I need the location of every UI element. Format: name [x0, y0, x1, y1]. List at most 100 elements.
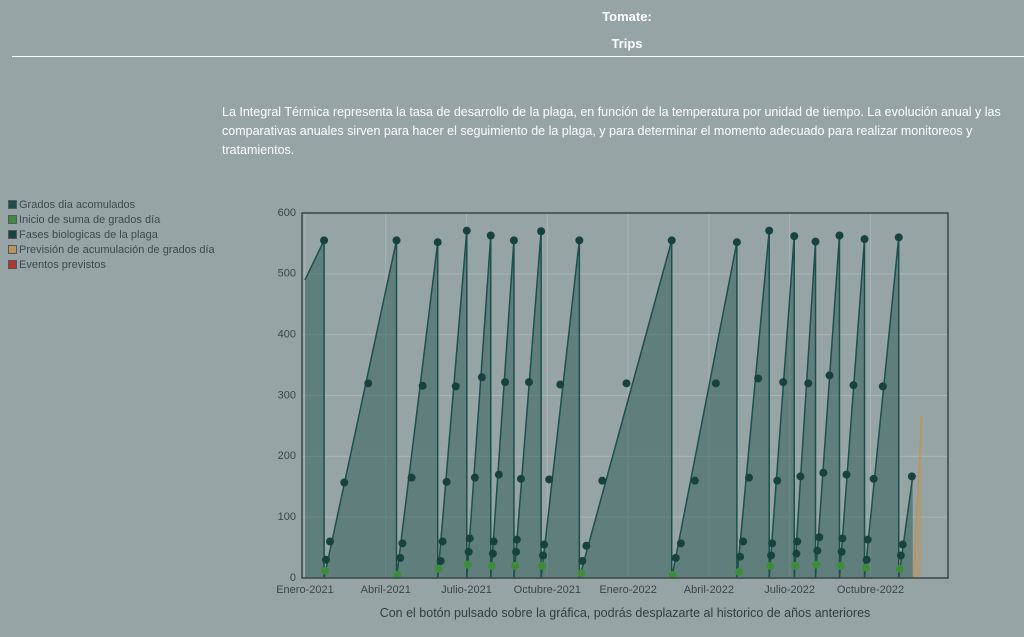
- point: [766, 561, 775, 570]
- point: [811, 237, 820, 246]
- line: [912, 415, 923, 579]
- point: [676, 539, 685, 548]
- point: [418, 381, 427, 390]
- legend-label: Fases biologicas de la plaga: [19, 229, 158, 241]
- point: [512, 547, 521, 556]
- legend-item[interactable]: Grados dia acomulados: [8, 198, 215, 213]
- point: [735, 567, 744, 576]
- point: [815, 533, 824, 542]
- point: [836, 561, 845, 570]
- x-tick-label: Octubre-2022: [837, 584, 904, 596]
- point: [736, 552, 745, 561]
- point: [768, 539, 777, 548]
- footnote: Con el botón pulsado sobre la gráfica, p…: [379, 606, 871, 620]
- legend-swatch: [8, 245, 17, 254]
- point: [837, 547, 846, 556]
- point: [494, 470, 503, 479]
- divider: [12, 56, 1024, 57]
- description: La Integral Térmica representa la tasa d…: [222, 105, 1001, 157]
- point: [790, 232, 799, 241]
- point: [863, 535, 872, 544]
- point: [540, 540, 549, 549]
- area: [304, 230, 913, 578]
- legend-swatch: [8, 260, 17, 269]
- point: [512, 535, 521, 544]
- point: [878, 382, 887, 391]
- legend-swatch: [8, 200, 17, 209]
- legend-item[interactable]: Inicio de suma de grados día: [8, 213, 215, 228]
- point: [842, 470, 851, 479]
- point: [894, 233, 903, 242]
- point: [398, 539, 407, 548]
- point: [364, 379, 373, 388]
- point: [465, 534, 474, 543]
- point: [438, 537, 447, 546]
- legend-label: Inicio de suma de grados día: [19, 214, 161, 226]
- legend-item[interactable]: Fases biologicas de la plaga: [8, 228, 215, 243]
- point: [320, 236, 329, 245]
- point: [434, 564, 443, 573]
- point: [436, 556, 445, 565]
- y-tick-label: 200: [278, 450, 296, 462]
- point: [861, 563, 870, 572]
- x-tick-label: Enero-2021: [276, 584, 334, 596]
- point: [896, 551, 905, 560]
- point: [470, 473, 479, 482]
- legend-item[interactable]: Eventos previstos: [8, 258, 215, 273]
- legend-item[interactable]: Previsión de acumulación de grados día: [8, 243, 215, 258]
- point: [539, 551, 548, 560]
- point: [835, 231, 844, 240]
- legend-label: Grados dia acomulados: [19, 199, 136, 211]
- point: [577, 569, 586, 578]
- point: [556, 380, 565, 389]
- point: [767, 551, 776, 560]
- point: [487, 561, 496, 570]
- point: [819, 468, 828, 477]
- point: [464, 547, 473, 556]
- point: [796, 472, 805, 481]
- point: [516, 474, 525, 483]
- page-title: Tomate:: [602, 9, 652, 24]
- point: [622, 379, 631, 388]
- legend-label: Eventos previstos: [19, 259, 106, 271]
- point: [838, 534, 847, 543]
- point: [489, 537, 498, 546]
- point: [326, 537, 335, 546]
- y-tick-label: 300: [278, 389, 296, 401]
- point: [537, 227, 546, 236]
- legend-swatch: [8, 215, 17, 224]
- line: [304, 230, 914, 579]
- point: [690, 476, 699, 485]
- point: [486, 231, 495, 240]
- point: [732, 238, 741, 247]
- x-tick-label: Abril-2022: [684, 584, 734, 596]
- point: [463, 560, 472, 569]
- point: [510, 561, 519, 570]
- point: [754, 374, 763, 383]
- legend: Grados dia acomulados Inicio de suma de g…: [8, 198, 215, 273]
- point: [488, 549, 497, 558]
- point: [396, 553, 405, 562]
- point: [862, 555, 871, 564]
- point: [745, 473, 754, 482]
- point: [462, 226, 471, 235]
- point: [779, 378, 788, 387]
- point: [898, 540, 907, 549]
- point: [509, 236, 518, 245]
- point: [477, 373, 486, 382]
- x-tick-label: Julio-2021: [441, 584, 492, 596]
- point: [667, 236, 676, 245]
- point: [813, 546, 822, 555]
- y-tick-label: 500: [278, 268, 296, 280]
- page-subtitle: Trips: [611, 36, 643, 51]
- point: [773, 476, 782, 485]
- point: [321, 566, 330, 575]
- point: [792, 549, 801, 558]
- plot-border: [301, 212, 949, 579]
- point: [321, 555, 330, 564]
- point: [825, 371, 834, 380]
- point: [849, 381, 858, 390]
- x-tick-label: Enero-2022: [599, 584, 657, 596]
